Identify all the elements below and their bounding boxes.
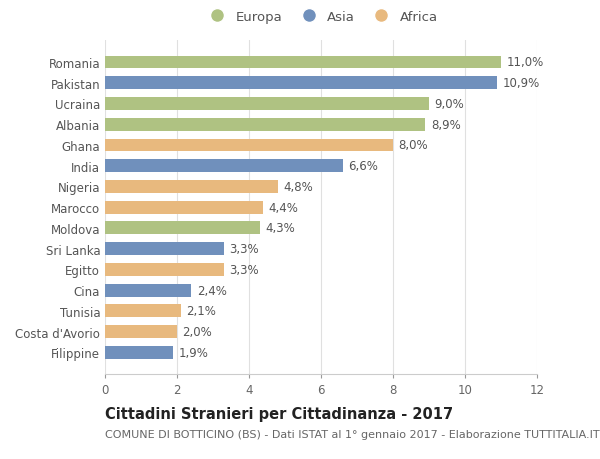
Text: 10,9%: 10,9% bbox=[503, 77, 540, 90]
Bar bbox=[105, 243, 224, 256]
Text: 8,9%: 8,9% bbox=[431, 118, 461, 131]
Legend: Europa, Asia, Africa: Europa, Asia, Africa bbox=[201, 8, 441, 26]
Text: 2,4%: 2,4% bbox=[197, 284, 227, 297]
Text: 2,1%: 2,1% bbox=[186, 305, 216, 318]
Text: 4,3%: 4,3% bbox=[265, 222, 295, 235]
Text: 2,0%: 2,0% bbox=[182, 325, 212, 338]
Text: 4,8%: 4,8% bbox=[283, 180, 313, 194]
Bar bbox=[105, 263, 224, 276]
Bar bbox=[105, 222, 260, 235]
Bar bbox=[105, 139, 393, 152]
Bar bbox=[105, 180, 278, 193]
Bar bbox=[105, 98, 429, 111]
Bar bbox=[105, 284, 191, 297]
Text: 6,6%: 6,6% bbox=[348, 160, 378, 173]
Bar bbox=[105, 56, 501, 69]
Text: 8,0%: 8,0% bbox=[398, 139, 428, 152]
Bar bbox=[105, 202, 263, 214]
Text: Cittadini Stranieri per Cittadinanza - 2017: Cittadini Stranieri per Cittadinanza - 2… bbox=[105, 406, 453, 421]
Text: 3,3%: 3,3% bbox=[229, 263, 259, 276]
Text: COMUNE DI BOTTICINO (BS) - Dati ISTAT al 1° gennaio 2017 - Elaborazione TUTTITAL: COMUNE DI BOTTICINO (BS) - Dati ISTAT al… bbox=[105, 429, 599, 439]
Text: 1,9%: 1,9% bbox=[179, 346, 209, 359]
Text: 9,0%: 9,0% bbox=[434, 98, 464, 111]
Bar bbox=[105, 118, 425, 131]
Bar bbox=[105, 305, 181, 318]
Bar bbox=[105, 325, 177, 338]
Text: 3,3%: 3,3% bbox=[229, 243, 259, 256]
Text: 4,4%: 4,4% bbox=[269, 201, 299, 214]
Text: 11,0%: 11,0% bbox=[506, 56, 544, 69]
Bar bbox=[105, 346, 173, 359]
Bar bbox=[105, 160, 343, 173]
Bar bbox=[105, 77, 497, 90]
